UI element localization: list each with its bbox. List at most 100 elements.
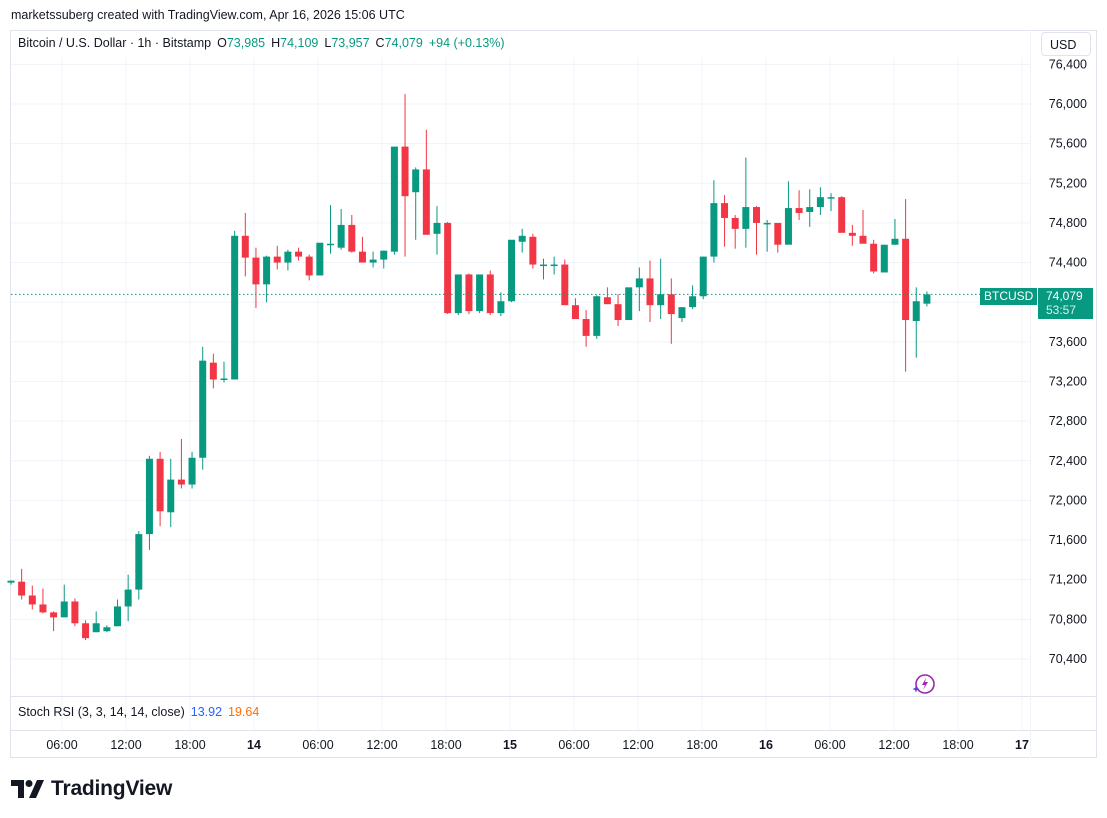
candle-body[interactable] bbox=[657, 294, 665, 306]
candle-body[interactable] bbox=[337, 224, 345, 248]
candle-body[interactable] bbox=[284, 251, 292, 263]
candle-body[interactable] bbox=[263, 256, 271, 285]
candle-body[interactable] bbox=[92, 623, 100, 633]
candle-body[interactable] bbox=[476, 274, 484, 312]
candle-body[interactable] bbox=[667, 294, 675, 315]
candle-body[interactable] bbox=[252, 257, 260, 285]
candle-body[interactable] bbox=[465, 274, 473, 312]
symbol-title[interactable]: Bitcoin / U.S. Dollar · 1h · Bitstamp bbox=[18, 36, 212, 50]
candle-body[interactable] bbox=[550, 264, 558, 267]
candle-body[interactable] bbox=[880, 244, 888, 273]
candle-body[interactable] bbox=[369, 259, 377, 263]
stoch-k-value: 13.92 bbox=[190, 705, 223, 719]
candle-body[interactable] bbox=[838, 197, 846, 233]
candle-body[interactable] bbox=[273, 256, 281, 263]
candle-body[interactable] bbox=[603, 297, 611, 305]
candle-body[interactable] bbox=[646, 278, 654, 306]
candle-body[interactable] bbox=[135, 534, 143, 590]
candle-body[interactable] bbox=[444, 222, 452, 314]
stoch-rsi-legend: Stoch RSI (3, 3, 14, 14, close) 13.92 19.6… bbox=[18, 705, 259, 719]
candle-body[interactable] bbox=[177, 479, 185, 485]
candle-body[interactable] bbox=[614, 304, 622, 321]
bar-countdown: 53:57 bbox=[1046, 303, 1077, 317]
candle-body[interactable] bbox=[923, 294, 931, 304]
candle-body[interactable] bbox=[870, 243, 878, 272]
candle-body[interactable] bbox=[199, 360, 207, 458]
candle-body[interactable] bbox=[529, 236, 537, 265]
candle-body[interactable] bbox=[763, 222, 771, 225]
candle-body[interactable] bbox=[774, 222, 782, 245]
candle-body[interactable] bbox=[71, 601, 79, 624]
candle-body[interactable] bbox=[50, 612, 58, 618]
candle-body[interactable] bbox=[156, 458, 164, 512]
candle-body[interactable] bbox=[902, 238, 910, 321]
candle-body[interactable] bbox=[806, 207, 814, 213]
currency-button[interactable]: USD bbox=[1041, 32, 1091, 56]
candle-body[interactable] bbox=[316, 242, 324, 276]
candle-body[interactable] bbox=[912, 301, 920, 322]
candle-body[interactable] bbox=[731, 217, 739, 229]
candle-body[interactable] bbox=[433, 222, 441, 234]
candle-body[interactable] bbox=[689, 296, 697, 308]
candle-body[interactable] bbox=[710, 203, 718, 257]
candle-body[interactable] bbox=[571, 305, 579, 320]
candle-body[interactable] bbox=[348, 224, 356, 252]
candle-body[interactable] bbox=[508, 239, 516, 302]
candle-body[interactable] bbox=[635, 278, 643, 288]
candle-body[interactable] bbox=[753, 207, 760, 223]
candle-body[interactable] bbox=[145, 458, 153, 535]
candle-body[interactable] bbox=[518, 235, 526, 242]
candle-body[interactable] bbox=[625, 287, 633, 321]
candle-body[interactable] bbox=[380, 250, 388, 260]
candle-body[interactable] bbox=[7, 580, 15, 583]
candle-body[interactable] bbox=[60, 601, 68, 618]
candle-body[interactable] bbox=[678, 307, 686, 319]
candle-body[interactable] bbox=[241, 235, 249, 258]
candle-body[interactable] bbox=[103, 627, 111, 632]
candle-body[interactable] bbox=[561, 264, 569, 306]
candle-body[interactable] bbox=[209, 362, 217, 380]
indicator-name[interactable]: Stoch RSI (3, 3, 14, 14, close) bbox=[18, 705, 185, 719]
candle-body[interactable] bbox=[18, 581, 26, 596]
candle-body[interactable] bbox=[454, 274, 462, 314]
y-axis-label: 74,800 bbox=[1049, 216, 1087, 230]
candle-body[interactable] bbox=[486, 274, 494, 314]
lightning-icon[interactable] bbox=[910, 672, 938, 696]
y-axis-label: 72,400 bbox=[1049, 454, 1087, 468]
candle-body[interactable] bbox=[593, 296, 601, 336]
candle-body[interactable] bbox=[358, 251, 366, 263]
candle-body[interactable] bbox=[39, 604, 47, 613]
candle-body[interactable] bbox=[848, 232, 856, 236]
candle-body[interactable] bbox=[742, 207, 750, 229]
candle-body[interactable] bbox=[82, 623, 90, 639]
candle-body[interactable] bbox=[699, 256, 707, 297]
candle-body[interactable] bbox=[231, 235, 239, 380]
candle-body[interactable] bbox=[721, 203, 729, 218]
candle-body[interactable] bbox=[28, 595, 36, 605]
candle-body[interactable] bbox=[816, 197, 824, 208]
candle-body[interactable] bbox=[295, 251, 303, 257]
candle-body[interactable] bbox=[422, 169, 430, 235]
candle-body[interactable] bbox=[784, 208, 792, 245]
y-axis-label: 76,400 bbox=[1049, 57, 1087, 71]
candle-body[interactable] bbox=[220, 378, 228, 381]
candle-body[interactable] bbox=[891, 238, 899, 245]
candle-body[interactable] bbox=[401, 146, 409, 197]
x-axis-label: 12:00 bbox=[366, 738, 397, 752]
candle-body[interactable] bbox=[582, 319, 590, 336]
candle-body[interactable] bbox=[188, 457, 196, 485]
candle-body[interactable] bbox=[167, 479, 175, 513]
candle-body[interactable] bbox=[114, 606, 121, 627]
candle-body[interactable] bbox=[390, 146, 398, 252]
candle-body[interactable] bbox=[412, 169, 420, 193]
candle-body[interactable] bbox=[795, 208, 803, 214]
candle-body[interactable] bbox=[497, 301, 505, 314]
candle-body[interactable] bbox=[540, 264, 547, 267]
candle-body[interactable] bbox=[124, 589, 132, 607]
candle-body[interactable] bbox=[305, 256, 313, 276]
candle-body[interactable] bbox=[327, 243, 334, 246]
candle-body[interactable] bbox=[827, 197, 835, 199]
last-price-label: 74,079 53:57 bbox=[1038, 288, 1093, 319]
candle-body[interactable] bbox=[859, 235, 867, 244]
